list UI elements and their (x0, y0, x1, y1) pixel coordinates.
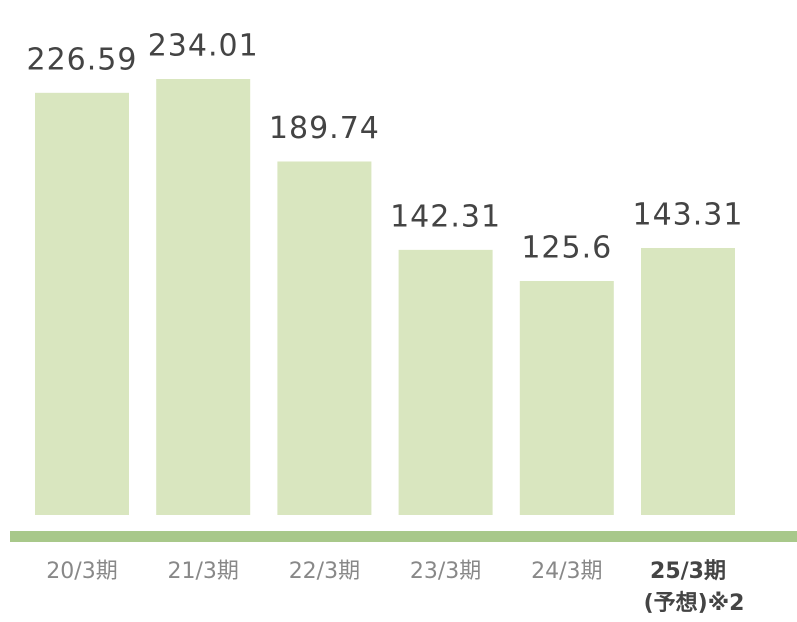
value-label: 189.74 (269, 111, 380, 146)
x-tick-label: 20/3期 (46, 559, 117, 584)
bar (156, 79, 251, 515)
category-note: (予想)※2 (644, 591, 745, 616)
bar (641, 247, 735, 515)
bar (398, 249, 493, 515)
x-tick-label: 25/3期 (650, 559, 726, 584)
bar (519, 280, 614, 515)
x-tick-label: 21/3期 (167, 559, 238, 584)
bar (35, 92, 129, 515)
value-label: 142.31 (390, 199, 501, 234)
value-label: 125.6 (521, 230, 612, 265)
x-tick-label: 24/3期 (531, 559, 602, 584)
x-tick-label: 22/3期 (289, 559, 360, 584)
value-label: 226.59 (27, 42, 138, 77)
value-label: 143.31 (633, 197, 744, 232)
baseline (10, 531, 797, 542)
value-label: 234.01 (148, 29, 259, 64)
x-tick-label: 23/3期 (410, 559, 481, 584)
bar (277, 161, 372, 515)
